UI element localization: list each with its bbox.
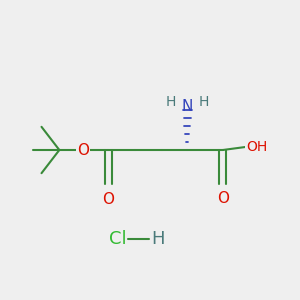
Text: H: H [152, 230, 165, 248]
Text: H: H [166, 94, 176, 109]
Text: O: O [217, 191, 229, 206]
Text: H: H [198, 94, 209, 109]
Text: OH: OH [247, 140, 268, 154]
Text: O: O [102, 192, 114, 207]
Text: O: O [77, 142, 89, 158]
Text: Cl: Cl [109, 230, 126, 248]
Text: N: N [182, 99, 193, 114]
